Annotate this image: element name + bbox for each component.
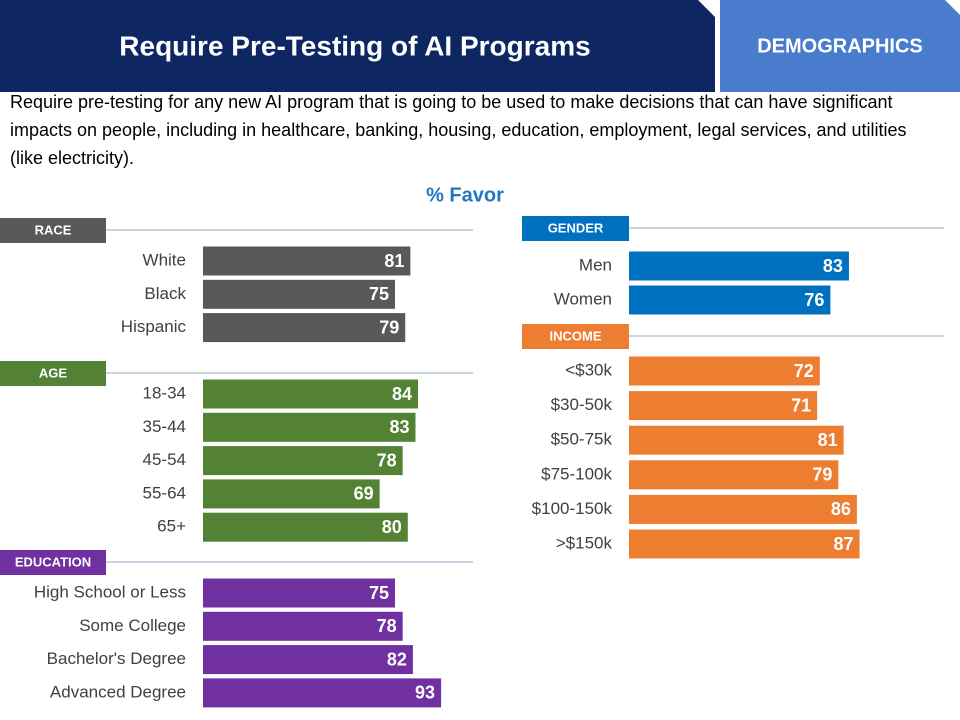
bar (629, 391, 818, 421)
category-label: Bachelor's Degree (47, 649, 186, 668)
bar (629, 425, 844, 455)
section-box (0, 550, 106, 575)
tab-label: DEMOGRAPHICS (757, 35, 923, 57)
category-label: High School or Less (34, 582, 186, 601)
category-label: 65+ (157, 517, 186, 536)
value-label: 75 (369, 284, 389, 304)
category-label: $30-50k (551, 395, 613, 414)
bar (629, 460, 839, 490)
value-label: 84 (392, 384, 412, 404)
bar (203, 246, 411, 276)
category-label: 55-64 (143, 483, 186, 502)
value-label: 71 (791, 395, 811, 415)
bar (203, 512, 408, 542)
value-label: 72 (794, 361, 814, 381)
category-label: Black (144, 284, 186, 303)
value-label: 76 (804, 290, 824, 310)
bar (203, 313, 406, 343)
value-label: 83 (823, 256, 843, 276)
bar (203, 279, 395, 309)
bar (203, 678, 442, 708)
bar (203, 479, 380, 509)
bar (629, 356, 820, 386)
subtitle: % Favor (426, 184, 504, 206)
value-label: 78 (377, 616, 397, 636)
value-label: 79 (812, 465, 832, 485)
bar (203, 611, 403, 641)
value-label: 80 (382, 517, 402, 537)
category-label: $50-75k (551, 430, 613, 449)
value-label: 82 (387, 649, 407, 669)
section-box (0, 361, 106, 386)
bar (203, 645, 413, 675)
section-box (0, 218, 106, 243)
category-label: 45-54 (143, 450, 186, 469)
section-label: INCOME (550, 328, 602, 343)
category-label: 18-34 (143, 383, 186, 402)
category-label: $75-100k (541, 464, 612, 483)
section-label: EDUCATION (15, 554, 91, 569)
value-label: 86 (831, 499, 851, 519)
category-label: White (143, 250, 186, 269)
bar (629, 251, 849, 281)
category-label: Men (579, 255, 612, 274)
value-label: 87 (834, 534, 854, 554)
category-label: <$30k (565, 360, 612, 379)
header-bar (0, 0, 715, 92)
category-label: 35-44 (143, 417, 186, 436)
section-box (522, 216, 629, 241)
bar (629, 494, 857, 524)
value-label: 79 (379, 317, 399, 337)
section-box (522, 324, 629, 349)
category-label: Advanced Degree (50, 682, 186, 701)
bar (203, 446, 403, 476)
bar (203, 379, 419, 409)
section-label: RACE (35, 222, 72, 237)
value-label: 69 (354, 484, 374, 504)
tab (720, 0, 960, 92)
bar (629, 285, 831, 315)
value-label: 81 (818, 430, 838, 450)
section-label: GENDER (548, 220, 604, 235)
category-label: Women (554, 289, 612, 308)
value-label: 75 (369, 583, 389, 603)
category-label: Some College (79, 616, 186, 635)
title: Require Pre-Testing of AI Programs (119, 30, 590, 61)
bar (203, 578, 395, 608)
category-label: >$150k (556, 533, 613, 552)
description: Require pre-testing for any new AI progr… (10, 92, 907, 168)
value-label: 93 (415, 683, 435, 703)
bar (629, 529, 860, 559)
value-label: 83 (389, 417, 409, 437)
category-label: $100-150k (532, 499, 613, 518)
bar (203, 412, 416, 442)
category-label: Hispanic (121, 317, 187, 336)
value-label: 78 (377, 450, 397, 470)
section-label: AGE (39, 365, 68, 380)
value-label: 81 (384, 251, 404, 271)
